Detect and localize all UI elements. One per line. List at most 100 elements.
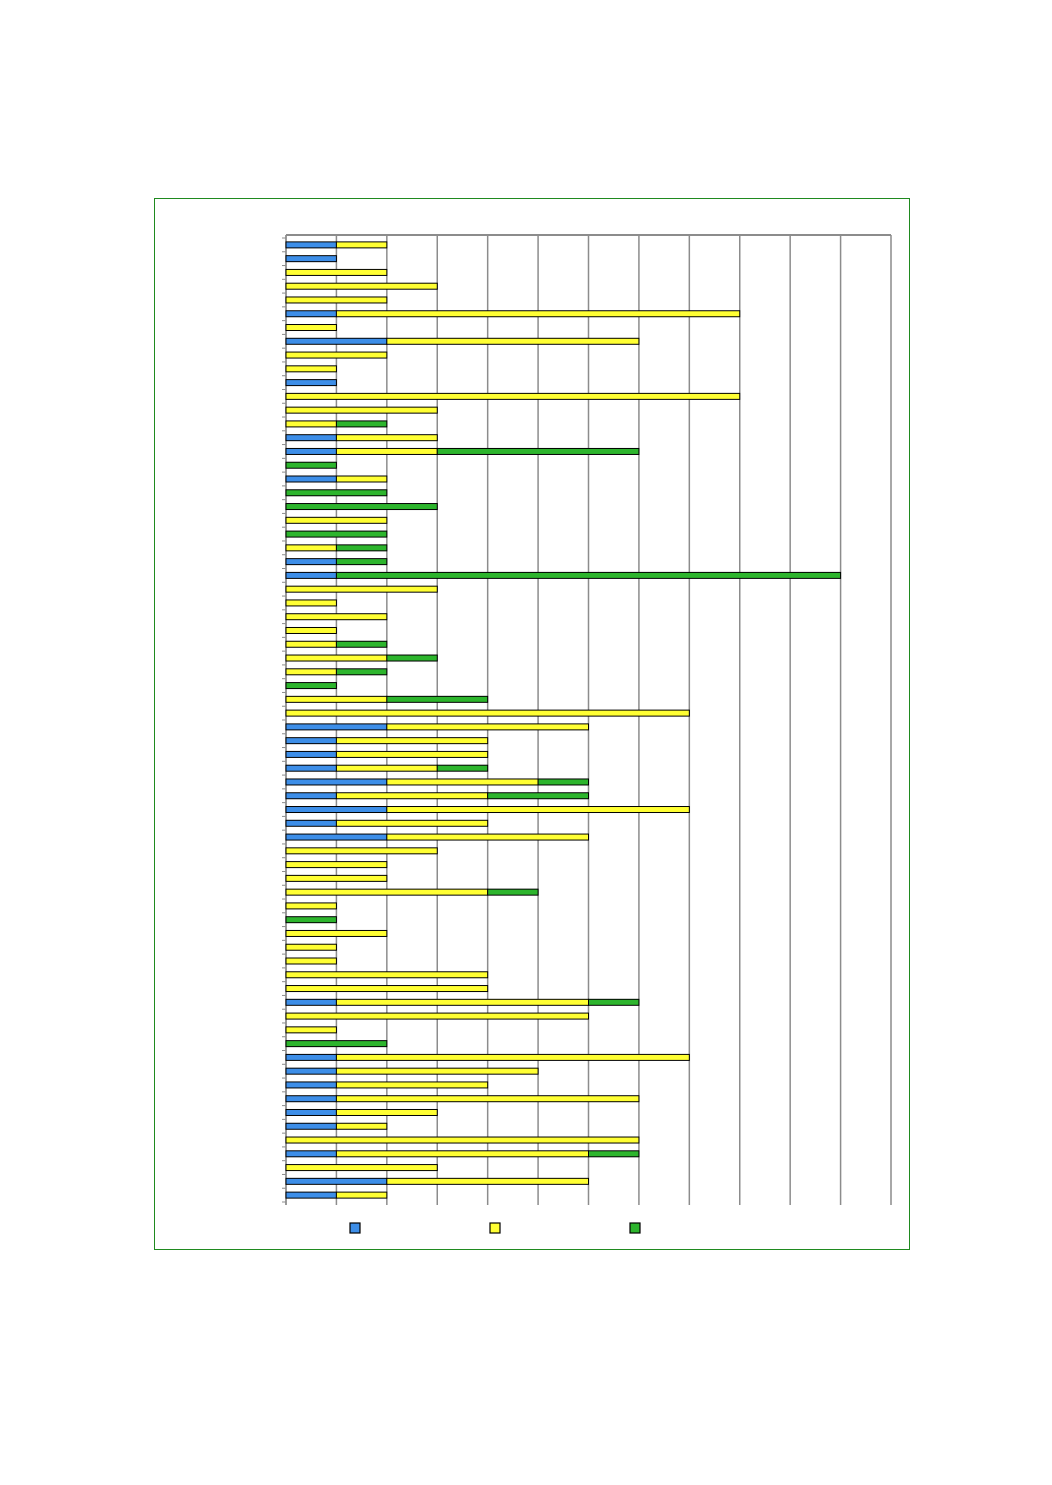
- bar-series-3: [285, 489, 388, 497]
- bar-series-2: [285, 351, 388, 359]
- bar-series-1: [285, 723, 388, 731]
- bar-series-3: [588, 1150, 640, 1158]
- bar-series-1: [285, 447, 337, 455]
- bar-series-2: [386, 723, 589, 731]
- bar-series-2: [285, 406, 438, 414]
- bar-series-2: [285, 929, 388, 937]
- bar-series-2: [335, 1150, 589, 1158]
- bar-series-1: [285, 558, 337, 566]
- bar-series-2: [386, 1177, 589, 1185]
- bar-series-1: [285, 737, 337, 745]
- bar-series-2: [335, 434, 438, 442]
- bar-series-1: [285, 1053, 337, 1061]
- bar-series-2: [335, 1053, 690, 1061]
- bar-series-1: [285, 1191, 337, 1199]
- bar-series-2: [285, 957, 337, 965]
- bar-series-1: [285, 998, 337, 1006]
- bar-series-3: [588, 998, 640, 1006]
- bar-series-2: [386, 806, 690, 814]
- bar-series-3: [285, 916, 337, 924]
- bar-series-1: [285, 337, 388, 345]
- bar-series-2: [335, 310, 741, 318]
- legend: [349, 1222, 641, 1234]
- bar-series-2: [335, 1067, 539, 1075]
- bar-series-1: [285, 806, 388, 814]
- bar-series-3: [436, 447, 640, 455]
- bar-series-2: [386, 833, 589, 841]
- bar-series-2: [285, 585, 438, 593]
- bar-series-1: [285, 819, 337, 827]
- bar-series-2: [285, 985, 489, 993]
- bar-series-1: [285, 1095, 337, 1103]
- bar-series-3: [487, 888, 539, 896]
- bar-series-1: [285, 778, 388, 786]
- bar-series-2: [335, 1191, 388, 1199]
- bar-series-2: [335, 737, 489, 745]
- bar-series-3: [335, 558, 388, 566]
- bar-series-2: [285, 847, 438, 855]
- bar-series-2: [285, 943, 337, 951]
- bar-series-2: [285, 324, 337, 332]
- bar-series-1: [285, 1108, 337, 1116]
- bar-series-3: [335, 640, 388, 648]
- bar-series-2: [285, 971, 489, 979]
- bar-series-2: [335, 1122, 388, 1130]
- bar-series-3: [335, 420, 388, 428]
- bar-series-2: [335, 1081, 489, 1089]
- bar-series-3: [285, 1040, 388, 1048]
- bar-series-3: [487, 792, 589, 800]
- bar-series-2: [335, 792, 489, 800]
- bar-series-1: [285, 241, 337, 249]
- bar-series-1: [285, 1122, 337, 1130]
- bar-series-2: [335, 241, 388, 249]
- bar-series-3: [537, 778, 590, 786]
- bar-series-2: [285, 1012, 589, 1020]
- legend-swatch-series-3: [629, 1222, 641, 1234]
- bar-series-1: [285, 571, 337, 579]
- bar-series-2: [285, 1164, 438, 1172]
- bar-series-1: [285, 379, 337, 387]
- bar-series-1: [285, 764, 337, 772]
- bar-series-3: [285, 461, 337, 469]
- bar-series-2: [285, 1136, 640, 1144]
- bar-series-3: [285, 682, 337, 690]
- stacked-bar-chart: [282, 234, 892, 1234]
- bar-series-2: [285, 888, 489, 896]
- bar-series-3: [285, 530, 388, 538]
- bar-series-3: [335, 571, 842, 579]
- bars: [285, 241, 842, 1199]
- bar-series-2: [285, 1026, 337, 1034]
- bar-series-2: [285, 654, 388, 662]
- bar-series-2: [285, 544, 337, 552]
- bar-series-2: [285, 902, 337, 910]
- bar-series-1: [285, 792, 337, 800]
- bar-series-3: [335, 544, 388, 552]
- bar-series-1: [285, 434, 337, 442]
- chart-frame: [154, 198, 910, 1250]
- bar-series-2: [335, 475, 388, 483]
- bar-series-2: [285, 392, 741, 400]
- bar-series-2: [335, 1095, 640, 1103]
- bar-series-2: [285, 420, 337, 428]
- bar-series-2: [285, 613, 388, 621]
- bar-series-2: [285, 516, 388, 524]
- bar-series-2: [285, 874, 388, 882]
- bar-series-2: [386, 337, 640, 345]
- legend-swatch-series-1: [349, 1222, 361, 1234]
- bar-series-1: [285, 310, 337, 318]
- bar-series-2: [285, 709, 690, 717]
- bar-series-1: [285, 1067, 337, 1075]
- bar-series-2: [335, 764, 438, 772]
- bar-series-2: [285, 626, 337, 634]
- bar-series-2: [285, 282, 438, 290]
- bar-series-1: [285, 1081, 337, 1089]
- bar-series-1: [285, 255, 337, 263]
- bar-series-2: [285, 599, 337, 607]
- bar-series-3: [386, 695, 489, 703]
- bar-series-2: [335, 1108, 438, 1116]
- bar-series-2: [285, 861, 388, 869]
- bar-series-1: [285, 1150, 337, 1158]
- bar-series-2: [285, 296, 388, 304]
- bar-series-2: [335, 998, 589, 1006]
- bar-series-1: [285, 475, 337, 483]
